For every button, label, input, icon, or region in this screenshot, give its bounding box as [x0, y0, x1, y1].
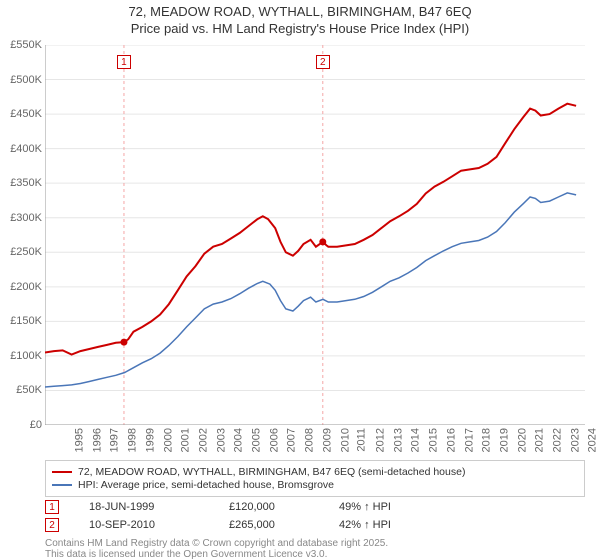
y-axis-label: £50K	[16, 384, 42, 396]
x-axis-label: 2023	[569, 428, 581, 452]
x-axis-label: 2021	[534, 428, 546, 452]
legend-item: 72, MEADOW ROAD, WYTHALL, BIRMINGHAM, B4…	[52, 466, 578, 478]
x-axis-label: 2017	[463, 428, 475, 452]
x-axis-label: 2004	[233, 428, 245, 452]
sale-row: 2 10-SEP-2010 £265,000 42% ↑ HPI	[45, 518, 585, 532]
x-axis-label: 2012	[374, 428, 386, 452]
x-axis-label: 2014	[410, 428, 422, 452]
sale-marker-1: 1	[117, 55, 131, 69]
x-axis-label: 2015	[428, 428, 440, 452]
x-axis-label: 2001	[180, 428, 192, 452]
sale-marker-2: 2	[316, 55, 330, 69]
legend-label: 72, MEADOW ROAD, WYTHALL, BIRMINGHAM, B4…	[78, 466, 465, 478]
chart-container: 72, MEADOW ROAD, WYTHALL, BIRMINGHAM, B4…	[0, 0, 600, 560]
x-axis-label: 2018	[481, 428, 493, 452]
sale-row-marker: 1	[45, 500, 59, 514]
footnote: Contains HM Land Registry data © Crown c…	[45, 538, 388, 560]
x-axis-label: 1998	[127, 428, 139, 452]
x-axis-label: 1997	[109, 428, 121, 452]
sale-date: 18-JUN-1999	[89, 501, 199, 513]
y-axis-label: £400K	[10, 143, 42, 155]
x-axis-label: 2003	[215, 428, 227, 452]
x-axis-label: 1995	[73, 428, 85, 452]
sale-row: 1 18-JUN-1999 £120,000 49% ↑ HPI	[45, 500, 585, 514]
x-axis-label: 1999	[144, 428, 156, 452]
plot-area	[45, 45, 585, 425]
title-line-1: 72, MEADOW ROAD, WYTHALL, BIRMINGHAM, B4…	[128, 4, 471, 19]
x-axis-label: 2006	[268, 428, 280, 452]
x-axis-label: 2007	[286, 428, 298, 452]
y-axis-label: £300K	[10, 212, 42, 224]
x-axis-label: 2005	[251, 428, 263, 452]
sales-list: 1 18-JUN-1999 £120,000 49% ↑ HPI 2 10-SEP-201…	[45, 500, 585, 536]
y-axis-label: £250K	[10, 246, 42, 258]
chart-svg	[45, 45, 585, 425]
footnote-line-1: Contains HM Land Registry data © Crown c…	[45, 538, 388, 549]
y-axis-label: £550K	[10, 39, 42, 51]
x-axis-label: 2002	[197, 428, 209, 452]
x-axis-label: 2013	[392, 428, 404, 452]
y-axis-label: £350K	[10, 177, 42, 189]
y-axis-label: £0	[30, 419, 42, 431]
x-axis-label: 2008	[304, 428, 316, 452]
footnote-line-2: This data is licensed under the Open Gov…	[45, 549, 327, 560]
x-axis-label: 2022	[552, 428, 564, 452]
x-axis-label: 2010	[339, 428, 351, 452]
sale-price: £265,000	[229, 519, 309, 531]
legend-swatch	[52, 484, 72, 486]
x-axis-label: 2016	[445, 428, 457, 452]
x-axis-label: 2020	[516, 428, 528, 452]
title-line-2: Price paid vs. HM Land Registry's House …	[131, 21, 469, 36]
sale-date: 10-SEP-2010	[89, 519, 199, 531]
y-axis-label: £500K	[10, 74, 42, 86]
x-axis-label: 2009	[321, 428, 333, 452]
x-axis-label: 2019	[498, 428, 510, 452]
legend-item: HPI: Average price, semi-detached house,…	[52, 479, 578, 491]
sale-row-marker: 2	[45, 518, 59, 532]
legend-swatch	[52, 471, 72, 473]
legend: 72, MEADOW ROAD, WYTHALL, BIRMINGHAM, B4…	[45, 460, 585, 497]
chart-title: 72, MEADOW ROAD, WYTHALL, BIRMINGHAM, B4…	[0, 0, 600, 38]
sale-delta: 42% ↑ HPI	[339, 519, 391, 531]
sale-price: £120,000	[229, 501, 309, 513]
x-axis-label: 2024	[587, 428, 599, 452]
y-axis-label: £150K	[10, 315, 42, 327]
x-axis-label: 2011	[356, 428, 368, 452]
y-axis-label: £200K	[10, 281, 42, 293]
x-axis-label: 1996	[91, 428, 103, 452]
y-axis-label: £100K	[10, 350, 42, 362]
sale-delta: 49% ↑ HPI	[339, 501, 391, 513]
y-axis-label: £450K	[10, 108, 42, 120]
legend-label: HPI: Average price, semi-detached house,…	[78, 479, 334, 491]
x-axis-label: 2000	[162, 428, 174, 452]
